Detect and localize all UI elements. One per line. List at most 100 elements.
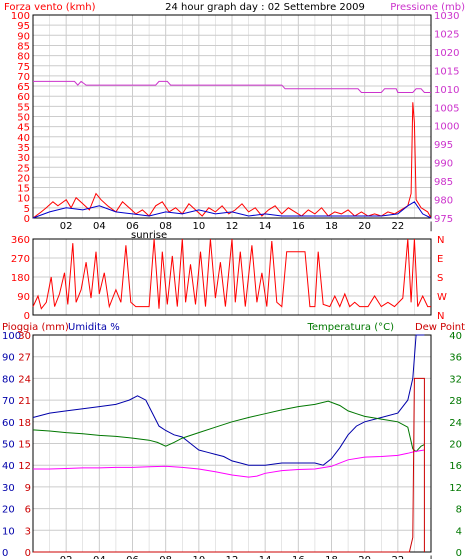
pressure-tick-label: 985 <box>434 177 453 188</box>
wind-tick-label: 95 <box>17 21 30 32</box>
temperature-tick-label: 36 <box>449 353 462 364</box>
direction-tick-label: 180 <box>11 273 30 284</box>
compass-tick-label: W <box>437 292 447 303</box>
humidity-axis-title: Umidita % <box>68 322 120 333</box>
wind-tick-label: 45 <box>17 123 30 134</box>
humidity-tick-label: 10 <box>2 526 15 537</box>
rain-tick-label: 6 <box>25 505 31 516</box>
pressure-tick-label: 1030 <box>434 11 459 22</box>
climate-line-1 <box>32 400 425 453</box>
pressure-axis-title: Pressione (mb) <box>390 2 465 13</box>
humidity-tick-label: 40 <box>2 461 15 472</box>
tick-layer: 0510152025303540455055606570758085909510… <box>2 11 462 559</box>
series-line-2 <box>32 201 432 219</box>
wind-tick-label: 50 <box>17 113 30 124</box>
temperature-tick-label: 20 <box>449 440 462 451</box>
temperature-tick-label: 8 <box>456 505 462 516</box>
rain-tick-label: 27 <box>18 353 31 364</box>
humidity-tick-label: 100 <box>2 331 21 342</box>
wind-tick-label: 0 <box>24 214 30 225</box>
series-line-1 <box>32 102 432 219</box>
chart-title: 24 hour graph day : 02 Settembre 2009 <box>165 2 365 13</box>
temperature-tick-label: 28 <box>449 396 462 407</box>
x-tick-label-top: | <box>429 221 432 232</box>
wind-tick-label: 70 <box>17 72 30 83</box>
humidity-tick-label: 50 <box>2 440 15 451</box>
temperature-tick-label: 0 <box>456 548 462 559</box>
wind-tick-label: 55 <box>17 102 30 113</box>
pressure-tick-label: 975 <box>434 214 453 225</box>
wind-tick-label: 10 <box>17 194 30 205</box>
humidity-tick-label: 30 <box>2 483 15 494</box>
x-tick-label-bottom: 02 <box>60 555 73 559</box>
wind-panel-frame <box>32 14 432 219</box>
x-tick-label-bottom: 04 <box>93 555 106 559</box>
humidity-tick-label: 90 <box>2 353 15 364</box>
wind-tick-label: 30 <box>17 153 30 164</box>
x-tick-label-top: 20 <box>358 221 371 232</box>
wind-tick-label: 90 <box>17 31 30 42</box>
compass-tick-label: S <box>437 273 443 284</box>
humidity-tick-label: 70 <box>2 396 15 407</box>
temperature-tick-label: 24 <box>449 418 462 429</box>
x-tick-label-top: 10 <box>192 221 205 232</box>
wind-tick-label: 85 <box>17 41 30 52</box>
humidity-tick-label: 60 <box>2 418 15 429</box>
rain-tick-label: 15 <box>18 440 31 451</box>
rain-tick-label: 12 <box>18 461 31 472</box>
direction-tick-label: 0 <box>24 311 30 322</box>
compass-tick-label: N <box>437 311 444 322</box>
pressure-tick-label: 1020 <box>434 48 459 59</box>
direction-tick-label: 360 <box>11 235 30 246</box>
wind-tick-label: 65 <box>17 82 30 93</box>
temperature-tick-label: 16 <box>449 461 462 472</box>
x-tick-label-top: 02 <box>60 221 73 232</box>
x-tick-label-top: 04 <box>93 221 106 232</box>
x-tick-label-bottom: 14 <box>259 555 272 559</box>
climate-line-3 <box>33 377 425 553</box>
rain-tick-label: 30 <box>18 331 31 342</box>
wind-tick-label: 75 <box>17 62 30 73</box>
pressure-tick-label: 1000 <box>434 122 459 133</box>
series-layer <box>32 80 432 553</box>
rain-tick-label: 0 <box>25 548 31 559</box>
x-tick-label-bottom: 18 <box>325 555 338 559</box>
wind-tick-label: 60 <box>17 92 30 103</box>
climate-line-0 <box>32 334 425 466</box>
x-tick-label-top: 12 <box>226 221 239 232</box>
x-tick-label-bottom: 20 <box>358 555 371 559</box>
temperature-tick-label: 4 <box>456 526 462 537</box>
wind-tick-label: 20 <box>17 173 30 184</box>
compass-tick-label: E <box>437 254 443 265</box>
temperature-axis-title: Temperatura (°C) <box>306 322 394 333</box>
rain-tick-label: 18 <box>18 418 31 429</box>
pressure-tick-label: 980 <box>434 196 453 207</box>
rain-tick-label: 9 <box>25 483 31 494</box>
dewpoint-axis-title: Dew Point <box>415 322 465 333</box>
direction-tick-label: 90 <box>17 292 30 303</box>
direction-tick-label: 270 <box>11 254 30 265</box>
x-tick-label-top: 06 <box>126 221 139 232</box>
pressure-tick-label: 1025 <box>434 29 459 40</box>
x-tick-label-top: 08 <box>159 221 172 232</box>
humidity-tick-label: 0 <box>2 548 8 559</box>
x-tick-label-bottom: 12 <box>226 555 239 559</box>
x-tick-label-bottom: 08 <box>159 555 172 559</box>
climate-line-2 <box>33 449 425 478</box>
compass-tick-label: N <box>437 235 444 246</box>
pressure-tick-label: 1005 <box>434 103 459 114</box>
pressure-tick-label: 990 <box>434 159 453 170</box>
x-tick-label-top: 16 <box>292 221 305 232</box>
wind-tick-label: 35 <box>17 143 30 154</box>
humidity-tick-label: 20 <box>2 505 15 516</box>
x-tick-label-top: 18 <box>325 221 338 232</box>
wind-tick-label: 40 <box>17 133 30 144</box>
wind-tick-label: 100 <box>11 11 30 22</box>
rain-axis-title: Pioggia (mm) <box>2 322 69 333</box>
pressure-tick-label: 1010 <box>434 85 459 96</box>
x-tick-label-bottom: 22 <box>391 555 404 559</box>
pressure-tick-label: 1015 <box>434 66 459 77</box>
series-line-0 <box>33 80 431 93</box>
temperature-tick-label: 40 <box>449 331 462 342</box>
